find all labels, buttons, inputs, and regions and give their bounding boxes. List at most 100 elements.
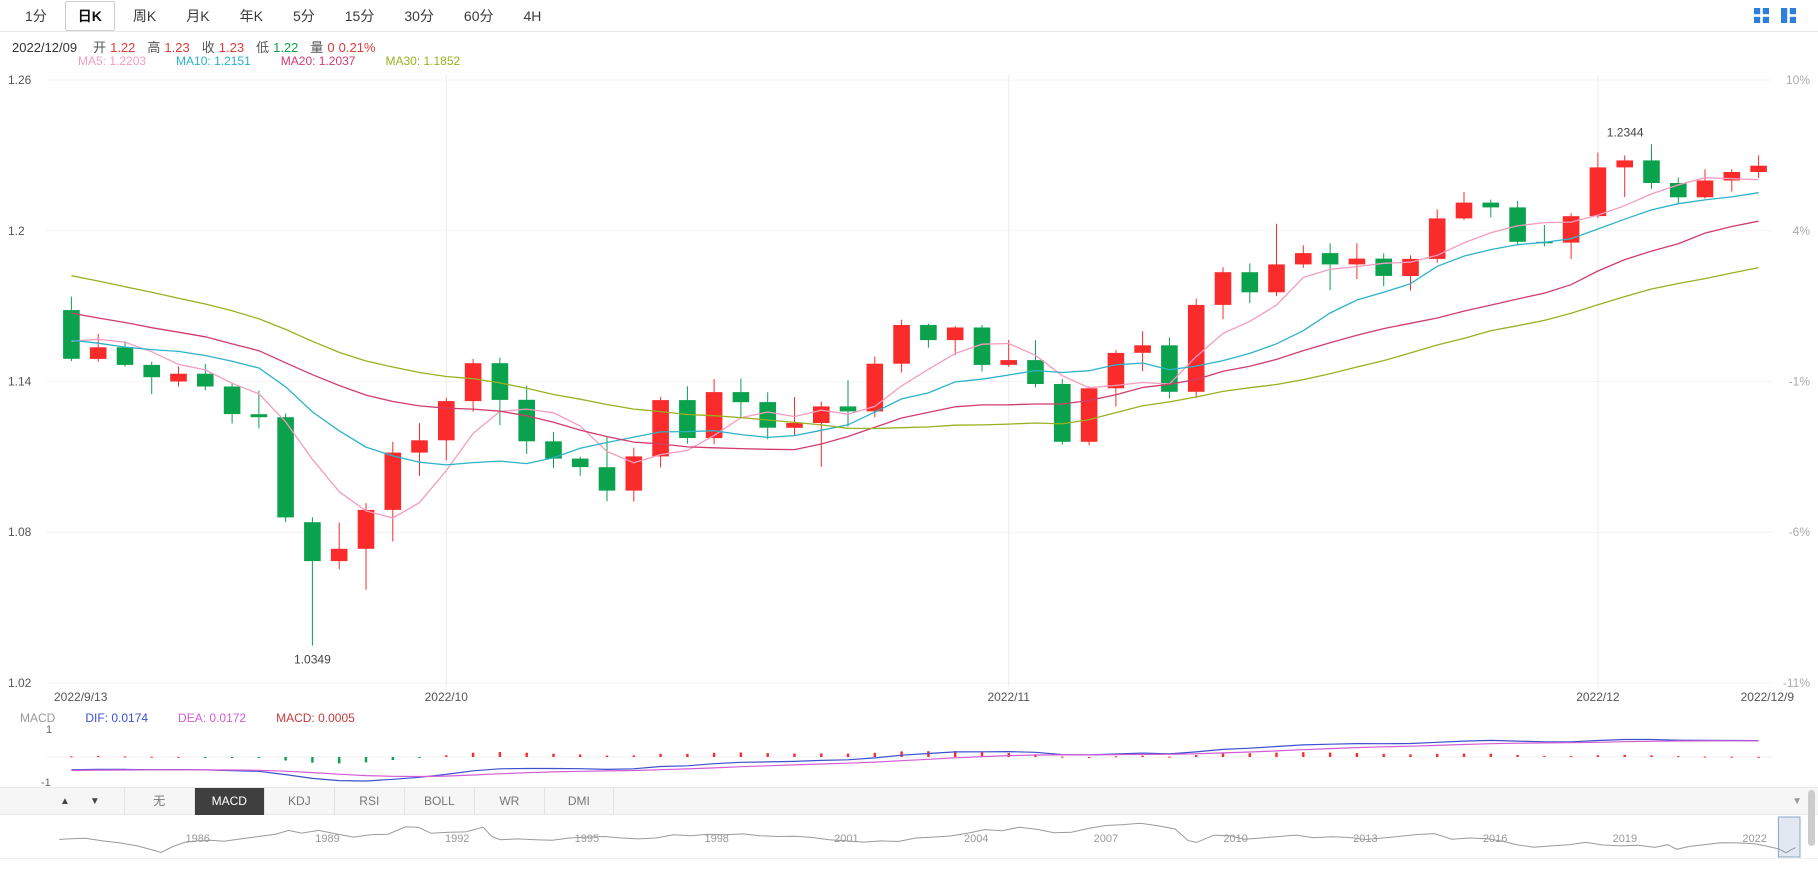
svg-text:4%: 4% <box>1793 224 1811 238</box>
ma10-line <box>71 192 1759 466</box>
high-value: 1.23 <box>164 40 190 55</box>
svg-text:2022/9/13: 2022/9/13 <box>54 690 108 704</box>
low-annotation: 1.0349 <box>294 653 331 667</box>
volume-label: 量 <box>310 40 324 55</box>
macd-header: MACD DIF: 0.0174 DEA: 0.0172 MACD: 0.000… <box>0 709 1818 727</box>
svg-text:-1%: -1% <box>1789 375 1811 389</box>
indicator-tab-rsi[interactable]: RSI <box>333 787 404 815</box>
candlestick-svg: 1.261.21.141.081.0210%4%-1%-6%-11%2022/9… <box>8 73 1810 704</box>
tab-30min[interactable]: 30分 <box>404 7 434 24</box>
macd-axis-bottom-label: -1 <box>41 777 51 789</box>
svg-text:2004: 2004 <box>964 833 988 845</box>
svg-text:2022/12: 2022/12 <box>1576 690 1620 704</box>
svg-text:2022/10: 2022/10 <box>425 690 469 704</box>
svg-text:2001: 2001 <box>834 833 858 845</box>
navigator-viewport <box>1777 816 1801 858</box>
tab-1min[interactable]: 1分 <box>25 7 47 24</box>
svg-text:2013: 2013 <box>1353 833 1377 845</box>
svg-text:2016: 2016 <box>1483 833 1507 845</box>
indicator-tab-wr[interactable]: WR <box>473 787 544 815</box>
close-value: 1.23 <box>218 40 245 55</box>
indicator-tab-none[interactable]: 无 <box>123 787 194 815</box>
tab-yearly[interactable]: 年K <box>239 7 263 24</box>
svg-text:2022: 2022 <box>1742 833 1766 845</box>
indicator-tab-macd[interactable]: MACD <box>193 787 264 815</box>
main-candlestick-chart[interactable]: 1.26 1.2 1.14 1.08 1.02 10% 4% -1% -6% -11% 2022/9… <box>0 69 1818 709</box>
macd-macd-value: MACD: 0.0005 <box>276 711 355 725</box>
svg-text:1.26: 1.26 <box>8 73 32 87</box>
open-value: 1.22 <box>110 40 136 55</box>
panel-up-button[interactable]: ▲ <box>60 795 70 807</box>
candlestick-layer <box>63 144 1767 646</box>
chart-toolbar-icons <box>1754 8 1818 23</box>
indicator-tabs: 无 MACD KDJ RSI BOLL WR DMI <box>123 787 614 815</box>
price-axis-labels: 1.26 1.2 1.14 1.08 1.02 <box>8 73 32 690</box>
close-label: 收 <box>201 40 215 55</box>
indicator-bar: ▲ ▼ 无 MACD KDJ RSI BOLL WR DMI ▼ <box>0 787 1818 815</box>
macd-histogram <box>70 751 1760 764</box>
ma5-legend: MA5: 1.2203 <box>78 54 147 68</box>
tab-daily[interactable]: 日K <box>64 0 115 31</box>
ma30-legend: MA30: 1.1852 <box>385 54 461 68</box>
vertical-scrollbar-thumb[interactable] <box>1808 790 1815 846</box>
svg-text:2022/11: 2022/11 <box>987 690 1030 704</box>
svg-text:1995: 1995 <box>575 833 599 845</box>
collapse-panel-icon[interactable]: ▼ <box>1792 795 1802 807</box>
macd-dif-value: DIF: 0.0174 <box>85 711 149 725</box>
low-value: 1.22 <box>273 40 299 55</box>
svg-text:1992: 1992 <box>445 833 469 845</box>
panel-down-button[interactable]: ▼ <box>89 795 100 807</box>
grid-layout-icon[interactable] <box>1754 8 1769 23</box>
svg-text:-11%: -11% <box>1783 676 1810 690</box>
indicator-tab-boll[interactable]: BOLL <box>403 787 474 815</box>
svg-text:2007: 2007 <box>1094 833 1118 845</box>
dea-line <box>71 740 1759 778</box>
ma20-legend: MA20: 1.2037 <box>280 54 356 68</box>
tab-weekly[interactable]: 周K <box>132 7 157 24</box>
indicator-tab-dmi[interactable]: DMI <box>543 787 614 815</box>
ma10-legend: MA10: 1.2151 <box>176 54 251 68</box>
high-label: 高 <box>147 40 161 55</box>
high-annotation: 1.2344 <box>1607 125 1644 139</box>
timeframe-tabbar: 1分 日K 周K 月K 年K 5分 15分 30分 60分 4H <box>0 0 1818 32</box>
tab-15min[interactable]: 15分 <box>344 7 375 24</box>
tab-4h[interactable]: 4H <box>523 7 542 24</box>
dif-line <box>71 738 1759 782</box>
change-percent: 0.21% <box>338 40 376 55</box>
tab-monthly[interactable]: 月K <box>186 7 210 24</box>
navigator-svg: 1986 1989 1992 1995 1998 2001 2004 2007 2010 2013… <box>59 816 1801 858</box>
history-line <box>59 822 1796 854</box>
svg-text:1.02: 1.02 <box>8 676 32 690</box>
svg-text:1998: 1998 <box>704 833 728 845</box>
multi-panel-layout-icon[interactable] <box>1781 8 1796 23</box>
macd-title: MACD <box>20 711 56 725</box>
macd-axis-top-label: 1 <box>46 724 53 736</box>
nav-year-labels: 1986 1989 1992 1995 1998 2001 2004 2007 2010 2013… <box>185 833 1766 845</box>
svg-text:-6%: -6% <box>1789 525 1811 539</box>
indicator-tab-kdj[interactable]: KDJ <box>263 787 334 815</box>
macd-svg <box>46 738 1772 782</box>
svg-text:2019: 2019 <box>1613 833 1637 845</box>
svg-text:1.08: 1.08 <box>8 525 32 539</box>
tab-60min[interactable]: 60分 <box>463 7 494 24</box>
grid-layer <box>46 75 1772 687</box>
svg-text:2022/12/9: 2022/12/9 <box>1741 690 1795 704</box>
quote-line: 2022/12/09 开 1.22 高 1.23 收 1.23 低 1.22 量… <box>0 32 1818 55</box>
svg-text:10%: 10% <box>1786 73 1810 87</box>
svg-text:1989: 1989 <box>315 833 339 845</box>
ma-legend: MA5: 1.2203 MA10: 1.2151 MA20: 1.2037 MA… <box>0 52 1818 69</box>
svg-text:2010: 2010 <box>1223 833 1247 845</box>
low-label: 低 <box>256 40 270 55</box>
ma5-line <box>71 177 1759 519</box>
history-navigator[interactable]: 1986 1989 1992 1995 1998 2001 2004 2007 2010 2013… <box>0 815 1818 859</box>
percent-axis-labels: 10% 4% -1% -6% -11% <box>1783 73 1810 690</box>
ma30-line <box>71 266 1759 430</box>
volume-value: 0 <box>327 40 335 55</box>
open-label: 开 <box>93 40 107 55</box>
tab-5min[interactable]: 5分 <box>292 7 315 24</box>
macd-dea-value: DEA: 0.0172 <box>178 711 247 725</box>
macd-panel-chart[interactable]: 1 -1 <box>0 724 1818 789</box>
quote-date: 2022/12/09 <box>12 40 78 55</box>
svg-text:1986: 1986 <box>185 833 209 845</box>
ma-lines-layer <box>71 177 1759 519</box>
